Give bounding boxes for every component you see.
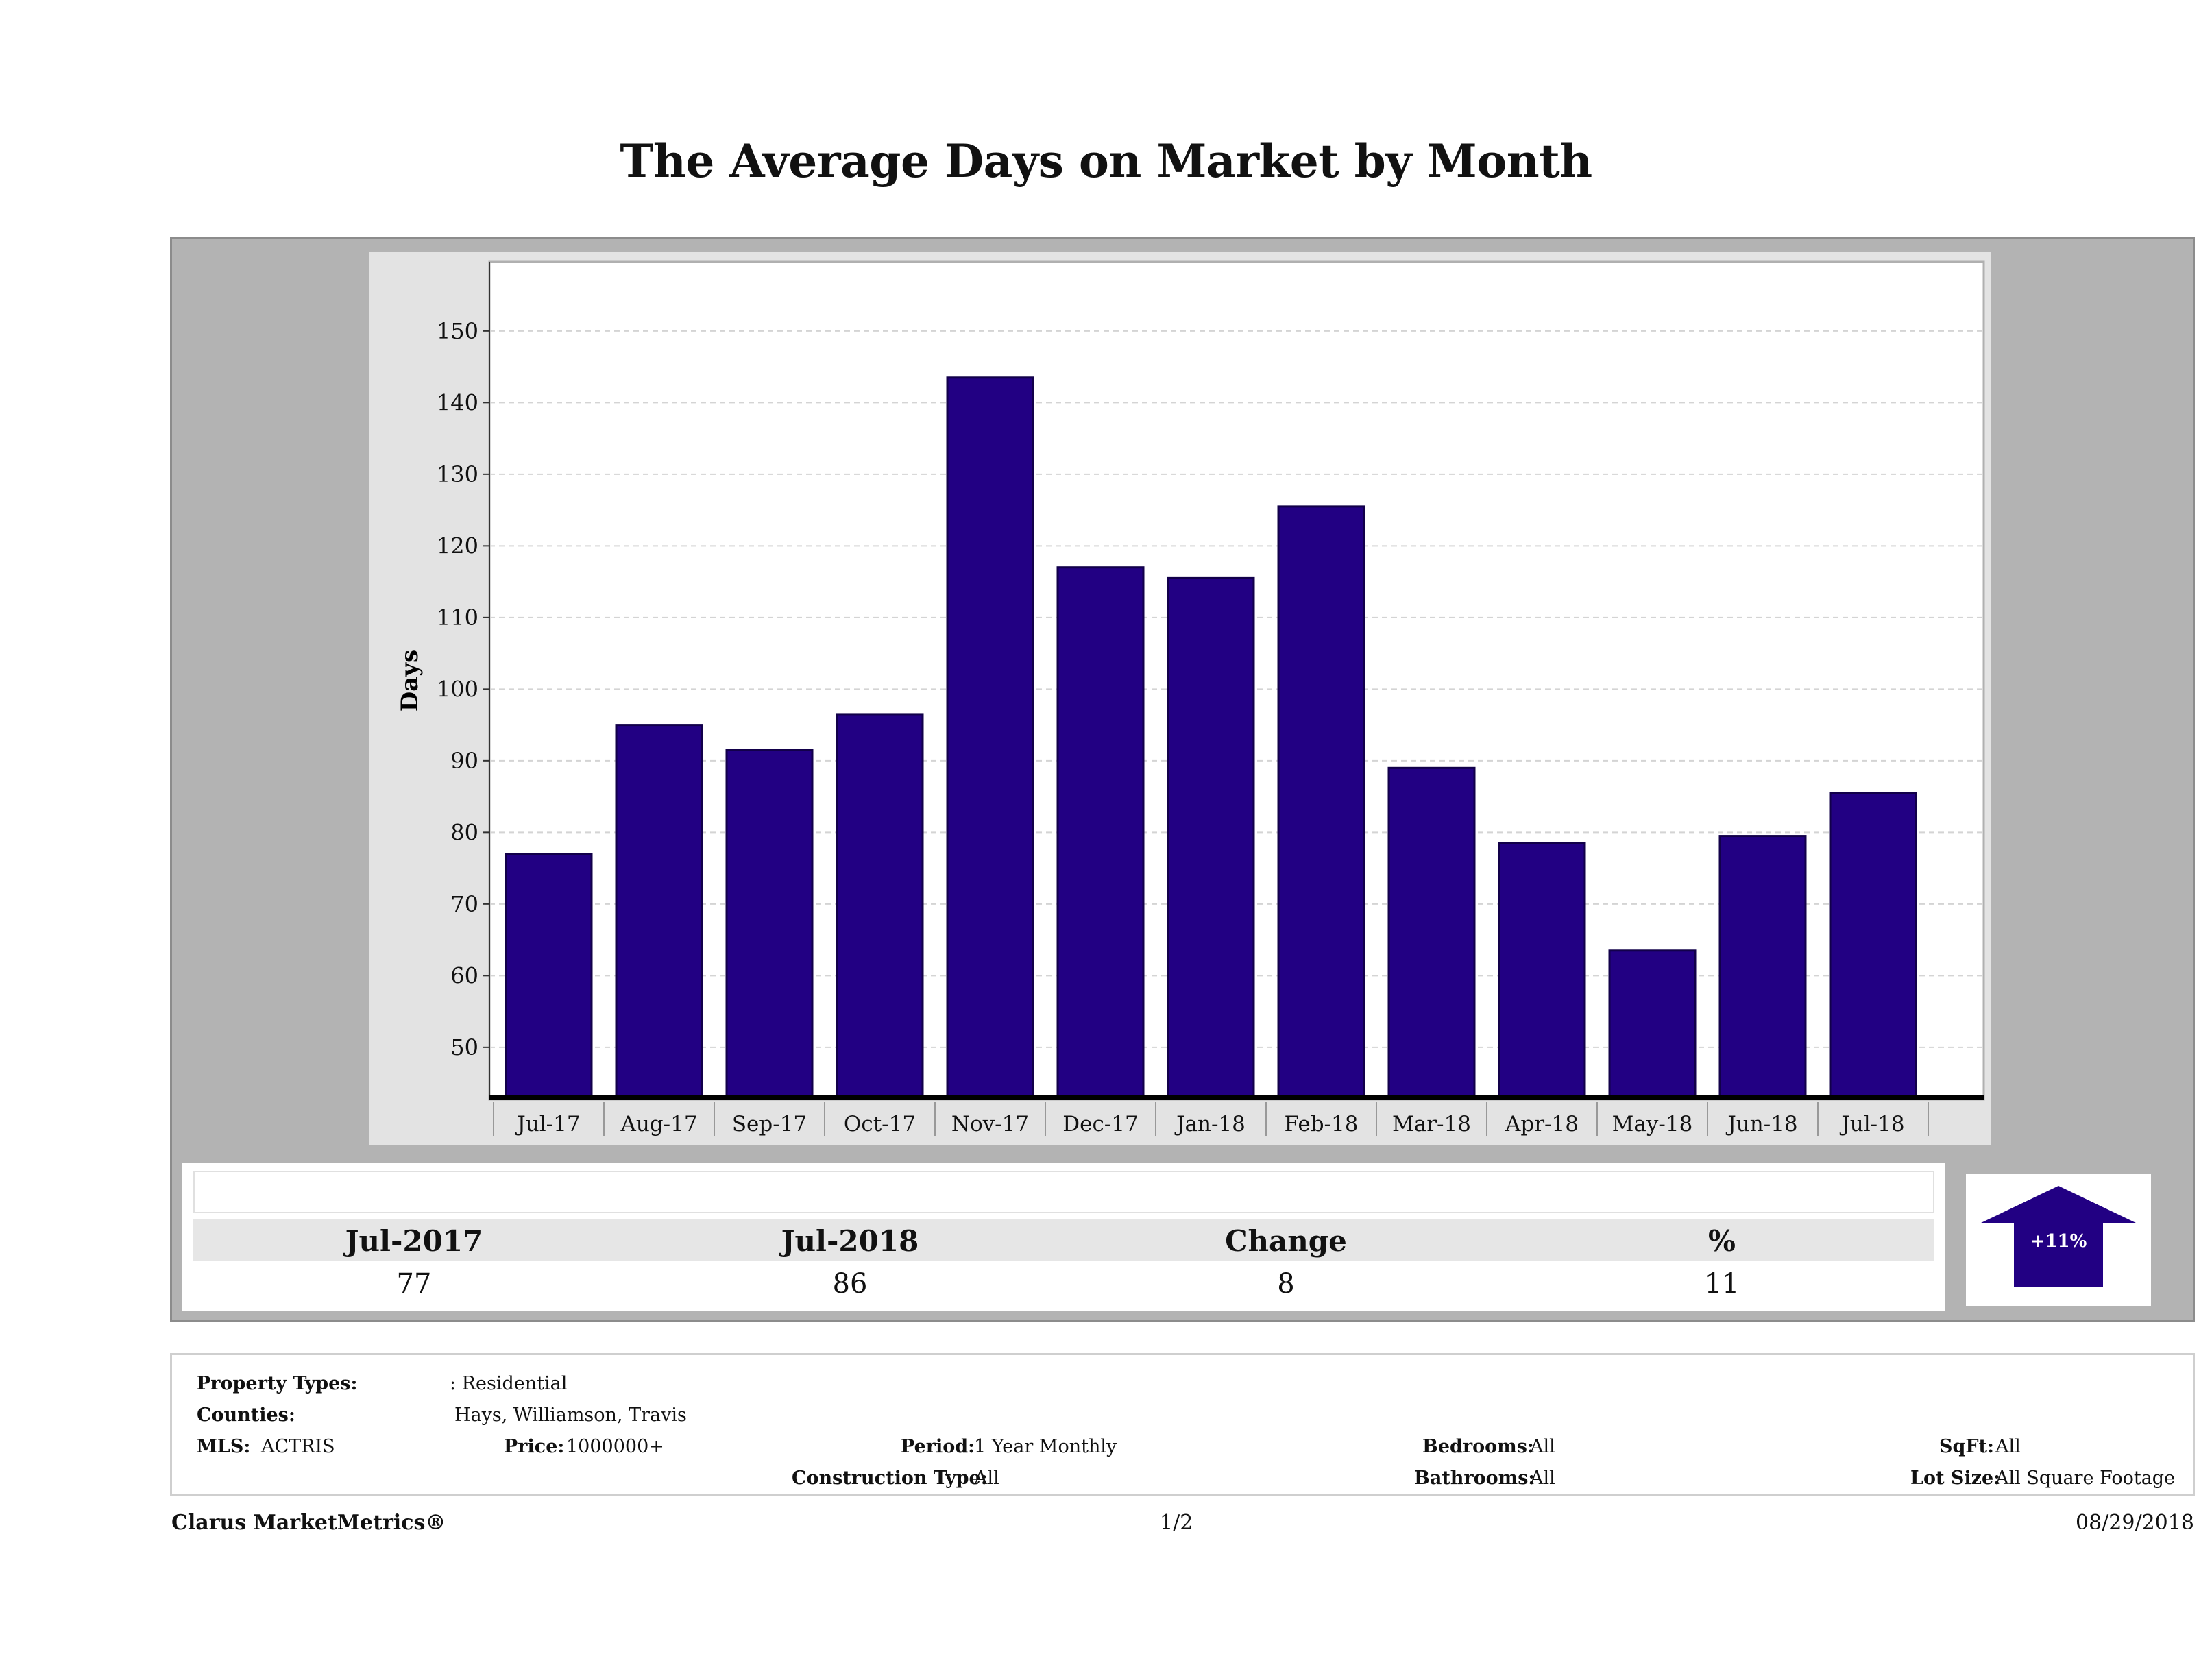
change-badge <box>1966 1174 2151 1306</box>
summary-values-row: 77 86 8 11 <box>193 1264 1934 1302</box>
x-tick-label: Jul-18 <box>1839 1112 1904 1136</box>
lot-size-label: Lot Size: <box>1910 1468 2001 1489</box>
bar <box>836 713 924 1099</box>
y-tick-label: 50 <box>450 1034 478 1060</box>
header-end-period: Jul-2018 <box>781 1224 919 1258</box>
bars <box>505 376 1917 1099</box>
x-tick-label: Apr-18 <box>1505 1112 1579 1136</box>
y-tick-label: 110 <box>437 605 478 631</box>
y-tick-label: 150 <box>437 318 478 344</box>
y-tick-label: 120 <box>437 533 478 559</box>
bedrooms-label: Bedrooms: <box>1422 1436 1534 1457</box>
y-axis-ticks: 50 60 70 80 90 100 110 120 130 140 150 <box>437 318 489 1060</box>
filter-info-box: Property Types: : Residential Counties: … <box>170 1353 2195 1496</box>
lot-size-value: All Square Footage <box>1995 1468 2176 1489</box>
value-percent: 11 <box>1704 1268 1740 1300</box>
x-tick-label: Mar-18 <box>1392 1112 1471 1136</box>
value-change: 8 <box>1277 1268 1295 1300</box>
price-label: Price: <box>504 1436 565 1457</box>
header-percent: % <box>1708 1224 1736 1258</box>
x-tick-label: Oct-17 <box>844 1112 916 1136</box>
x-tick-label: Jul-17 <box>515 1112 580 1136</box>
y-tick-label: 60 <box>450 962 478 988</box>
up-arrow-icon <box>1981 1186 2136 1287</box>
bar <box>725 749 814 1099</box>
bathrooms-value: All <box>1530 1468 1555 1489</box>
x-tick-label: May-18 <box>1612 1112 1693 1136</box>
y-tick-label: 70 <box>450 891 478 917</box>
summary-table: Jul-2017 Jul-2018 Change % 77 86 8 11 <box>182 1163 1945 1311</box>
bar <box>1056 566 1145 1099</box>
mls-label: MLS: <box>197 1436 251 1457</box>
x-tick-label: Feb-18 <box>1285 1112 1359 1136</box>
x-tick-label: Aug-17 <box>620 1112 697 1136</box>
price-value: 1000000+ <box>566 1436 664 1457</box>
x-tick-label: Jan-18 <box>1174 1112 1245 1136</box>
y-tick-label: 90 <box>450 748 478 774</box>
footer-page-number: 1/2 <box>1160 1511 1193 1535</box>
y-tick-label: 130 <box>437 461 478 487</box>
page-title: The Average Days on Market by Month <box>620 134 1592 188</box>
mls-value: ACTRIS <box>261 1436 335 1457</box>
change-badge-label: +11% <box>2030 1231 2087 1252</box>
bar <box>1608 949 1697 1099</box>
bedrooms-value: All <box>1530 1436 1555 1457</box>
value-start-period: 77 <box>396 1268 432 1300</box>
bar-chart: 50 60 70 80 90 100 110 120 130 140 150 Jul-17 Aug-1… <box>396 260 1985 1136</box>
summary-header-row: Jul-2017 Jul-2018 Change % <box>193 1219 1934 1261</box>
sqft-value: All <box>1995 1436 2021 1457</box>
bar <box>1718 835 1807 1099</box>
bar <box>505 853 593 1099</box>
x-tick-label: Sep-17 <box>732 1112 807 1136</box>
value-end-period: 86 <box>832 1268 868 1300</box>
counties-label: Counties: <box>197 1405 295 1426</box>
bathrooms-label: Bathrooms: <box>1414 1468 1535 1489</box>
y-tick-label: 80 <box>450 819 478 845</box>
footer-date: 08/29/2018 <box>2076 1511 2194 1535</box>
bar <box>1498 842 1586 1099</box>
property-types-label: Property Types: <box>197 1373 358 1394</box>
sqft-label: SqFt: <box>1939 1436 1994 1457</box>
bar <box>1167 576 1255 1099</box>
property-types-value: : Residential <box>450 1373 568 1394</box>
bar <box>615 724 703 1099</box>
bar <box>946 376 1034 1099</box>
summary-spacer-row <box>193 1171 1934 1213</box>
bar <box>1387 766 1476 1099</box>
y-tick-label: 140 <box>437 389 478 415</box>
bar <box>1829 792 1917 1099</box>
x-tick-label: Jun-18 <box>1725 1112 1797 1136</box>
x-tick-label: Dec-17 <box>1062 1112 1138 1136</box>
x-tick-label: Nov-17 <box>951 1112 1029 1136</box>
footer-brand: Clarus MarketMetrics® <box>171 1511 446 1535</box>
construction-type-label: Construction Type: <box>792 1468 988 1489</box>
y-axis-label: Days <box>396 650 424 712</box>
header-change: Change <box>1225 1224 1347 1258</box>
header-start-period: Jul-2017 <box>345 1224 483 1258</box>
period-value: 1 Year Monthly <box>974 1436 1117 1457</box>
construction-type-value: All <box>974 1468 999 1489</box>
bar <box>1277 505 1365 1099</box>
counties-value: Hays, Williamson, Travis <box>454 1405 687 1426</box>
period-label: Period: <box>901 1436 975 1457</box>
y-tick-label: 100 <box>437 676 478 702</box>
x-axis-ticks: Jul-17 Aug-17 Sep-17 Oct-17 Nov-17 Dec-17 Jan-… <box>493 1102 1929 1136</box>
